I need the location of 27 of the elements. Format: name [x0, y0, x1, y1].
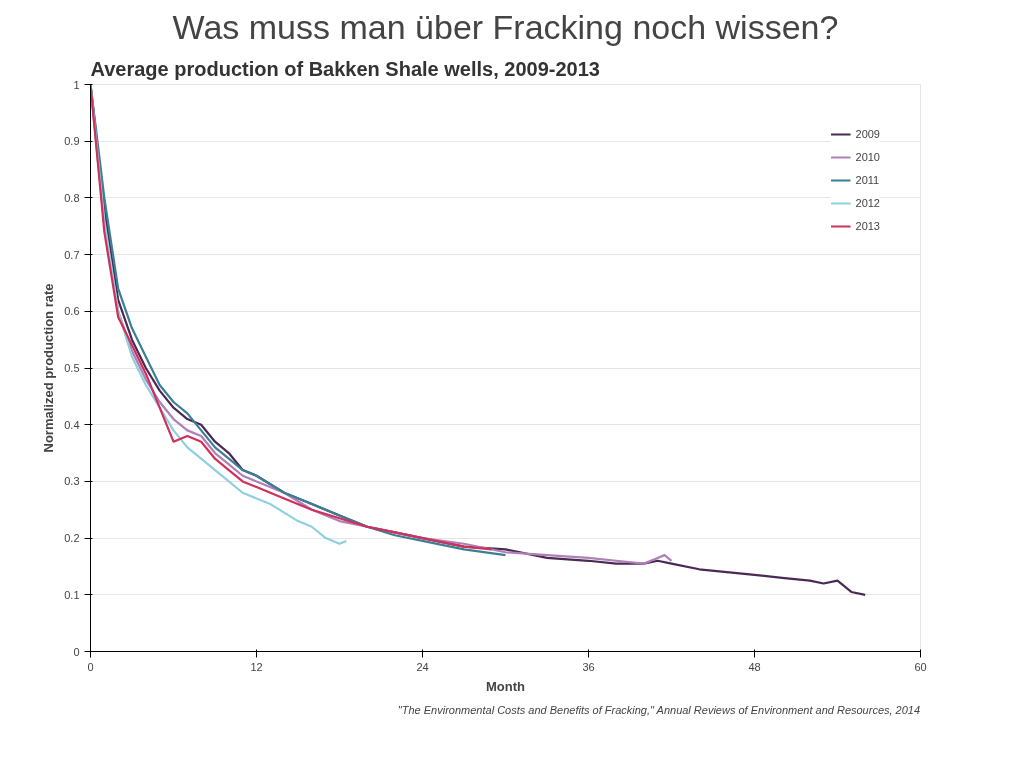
y-tick-label: 0.5 — [64, 362, 80, 374]
legend-label: 2012 — [855, 197, 880, 209]
chart-title: Was muss man über Fracking noch wissen? — [172, 7, 839, 46]
y-axis-title: Normalized production rate — [41, 283, 57, 453]
y-tick-label: 0.1 — [64, 588, 80, 601]
chart-subtitle: Average production of Bakken Shale wells, 2009-2013 — [90, 57, 600, 80]
x-tick-label: 60 — [914, 660, 927, 673]
legend-label: 2009 — [855, 128, 880, 140]
y-tick-label: 0.6 — [64, 305, 80, 318]
x-tick-label: 24 — [416, 660, 429, 673]
y-tick-label: 1 — [73, 78, 80, 91]
x-tick-label: 48 — [748, 660, 761, 673]
x-tick-label: 36 — [582, 660, 595, 673]
y-tick-label: 0.2 — [64, 532, 80, 545]
text: "The Environmental Costs and Benefits of Fracking," Annual Reviews of Environment and Resources, 2014 — [397, 703, 921, 716]
y-tick-label: 0.8 — [64, 191, 80, 204]
y-tick-label: 0.4 — [64, 418, 80, 431]
y-tick-label: 0 — [73, 645, 80, 658]
y-tick-label: 0.3 — [64, 475, 80, 488]
x-axis-title: Month — [486, 678, 526, 694]
legend-label: 2010 — [855, 151, 880, 163]
y-tick-label: 0.7 — [64, 248, 80, 261]
x-tick-label: 0 — [87, 660, 94, 673]
legend-label: 2011 — [855, 174, 880, 186]
y-tick-label: 0.9 — [64, 135, 80, 148]
legend-label: 2013 — [855, 220, 880, 232]
x-tick-label: 12 — [250, 660, 263, 673]
